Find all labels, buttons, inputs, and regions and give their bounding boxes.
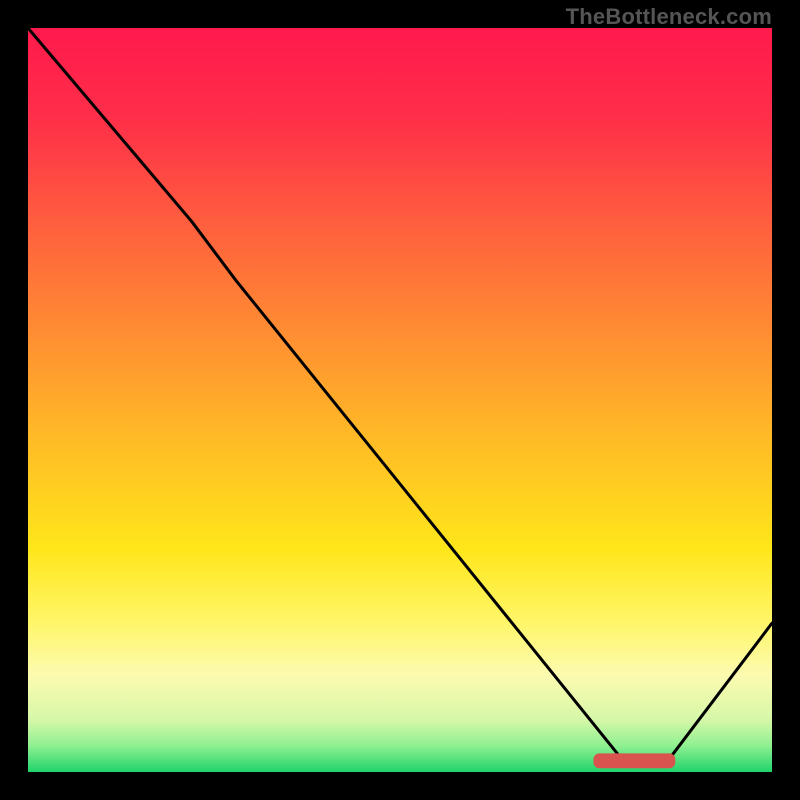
plot-area [28, 28, 772, 772]
chart-frame: TheBottleneck.com [0, 0, 800, 800]
watermark-text: TheBottleneck.com [566, 4, 772, 30]
optimal-marker [28, 28, 772, 772]
